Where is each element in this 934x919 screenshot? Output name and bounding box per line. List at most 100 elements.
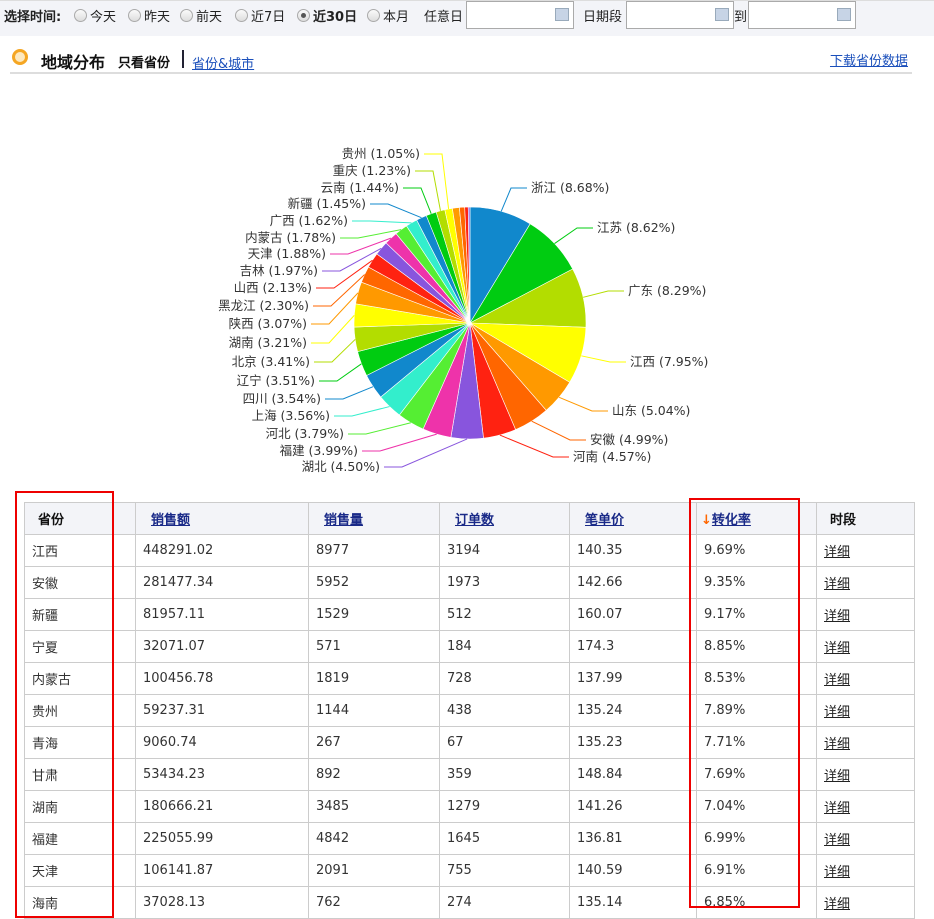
sort-link[interactable]: 销售额 [151, 513, 191, 528]
leader-line [314, 339, 356, 363]
detail-link[interactable]: 详细 [824, 865, 851, 880]
time-option-2[interactable]: 前天 [180, 6, 222, 25]
range-end-input[interactable] [748, 1, 856, 29]
detail-link[interactable]: 详细 [824, 545, 851, 560]
time-option-0[interactable]: 今天 [74, 6, 116, 25]
table-cell: 4842 [308, 822, 440, 855]
time-option-1[interactable]: 昨天 [128, 6, 170, 25]
slice-label: 内蒙古 (1.78%) [245, 230, 336, 245]
table-cell: 2091 [308, 854, 440, 887]
time-filter-label: 选择时间: [4, 10, 62, 25]
calendar-icon[interactable] [715, 8, 729, 21]
table-cell: 180666.21 [135, 790, 309, 823]
table-row: 新疆 81957.11 1529 512 160.07 9.17% 详细 [24, 598, 915, 631]
radio-button[interactable] [235, 9, 248, 22]
leader-line [311, 292, 359, 325]
column-header[interactable]: 订单数 [439, 502, 570, 535]
slice-label: 黑龙江 (2.30%) [218, 298, 309, 313]
slice-label: 江西 (7.95%) [630, 354, 708, 369]
table-cell: 9.69% [696, 534, 817, 567]
table-cell: 详细 [816, 630, 915, 663]
table-cell: 8.85% [696, 630, 817, 663]
table-row: 宁夏 32071.07 571 184 174.3 8.85% 详细 [24, 630, 915, 663]
detail-link[interactable]: 详细 [824, 705, 851, 720]
detail-link[interactable]: 详细 [824, 897, 851, 912]
detail-link[interactable]: 详细 [824, 641, 851, 656]
circle-bullet-icon [12, 49, 28, 65]
divider [182, 50, 184, 68]
leader-line [403, 187, 432, 214]
slice-label: 上海 (3.56%) [252, 408, 330, 423]
leader-line [499, 434, 569, 458]
table-cell: 9.35% [696, 566, 817, 599]
download-province-data-link[interactable]: 下载省份数据 [829, 54, 908, 69]
sort-link[interactable]: 笔单价 [585, 513, 625, 528]
time-option-5[interactable]: 本月 [367, 6, 409, 25]
province-city-link[interactable]: 省份&城市 [192, 57, 255, 72]
column-header[interactable]: 笔单价 [569, 502, 697, 535]
slice-label: 河北 (3.79%) [266, 426, 344, 441]
leader-line [531, 420, 586, 441]
table-cell: 详细 [816, 790, 915, 823]
radio-button[interactable] [367, 9, 380, 22]
column-header[interactable]: ↓转化率 [696, 502, 817, 535]
column-header[interactable]: 销售量 [308, 502, 440, 535]
pie-slice[interactable] [467, 206, 471, 324]
table-row: 安徽 281477.34 5952 1973 142.66 9.35% 详细 [24, 566, 915, 599]
radio-button[interactable] [74, 9, 87, 22]
time-option-4[interactable]: 近30日 [297, 6, 357, 25]
time-option-3[interactable]: 近7日 [235, 6, 285, 25]
range-start-input[interactable] [626, 1, 734, 29]
table-cell: 天津 [24, 854, 136, 887]
table-cell: 1819 [308, 662, 440, 695]
sort-link[interactable]: 订单数 [455, 513, 495, 528]
table-cell: 892 [308, 758, 440, 791]
calendar-icon[interactable] [837, 8, 851, 21]
leader-line [424, 153, 450, 210]
calendar-icon[interactable] [555, 8, 569, 21]
table-cell: 贵州 [24, 694, 136, 727]
sort-link[interactable]: 转化率 [711, 513, 751, 528]
table-cell: 7.71% [696, 726, 817, 759]
detail-link[interactable]: 详细 [824, 801, 851, 816]
leader-line [558, 396, 608, 412]
detail-link[interactable]: 详细 [824, 769, 851, 784]
table-cell: 512 [439, 598, 570, 631]
detail-link[interactable]: 详细 [824, 577, 851, 592]
only-province-label[interactable]: 只看省份 [118, 56, 171, 71]
table-row: 内蒙古 100456.78 1819 728 137.99 8.53% 详细 [24, 662, 915, 695]
table-cell: 67 [439, 726, 570, 759]
slice-label: 辽宁 (3.51%) [237, 373, 315, 388]
detail-link[interactable]: 详细 [824, 609, 851, 624]
detail-link[interactable]: 详细 [824, 737, 851, 752]
slice-label: 北京 (3.41%) [232, 354, 310, 369]
detail-link[interactable]: 详细 [824, 833, 851, 848]
table-row: 福建 225055.99 4842 1645 136.81 6.99% 详细 [24, 822, 915, 855]
leader-line [319, 363, 362, 382]
leader-line [334, 406, 390, 417]
radio-button[interactable] [297, 9, 310, 22]
header-label: 时段 [830, 513, 857, 528]
leader-line [362, 433, 437, 452]
table-cell: 详细 [816, 758, 915, 791]
table-cell: 9060.74 [135, 726, 309, 759]
column-header[interactable]: 销售额 [135, 502, 309, 535]
sort-link[interactable]: 销售量 [324, 513, 364, 528]
slice-label: 湖北 (4.50%) [302, 459, 380, 474]
table-cell: 137.99 [569, 662, 697, 695]
radio-button[interactable] [180, 9, 193, 22]
leader-line [500, 187, 527, 212]
table-cell: 6.91% [696, 854, 817, 887]
detail-link[interactable]: 详细 [824, 673, 851, 688]
leader-line [325, 386, 374, 400]
table-cell: 详细 [816, 726, 915, 759]
slice-label: 四川 (3.54%) [243, 391, 321, 406]
sort-desc-arrow-icon[interactable]: ↓ [701, 513, 712, 528]
radio-button[interactable] [128, 9, 141, 22]
table-cell: 详细 [816, 886, 915, 919]
slice-label: 广西 (1.62%) [270, 213, 348, 228]
table-cell: 140.59 [569, 854, 697, 887]
column-header: 省份 [24, 502, 136, 535]
table-cell: 281477.34 [135, 566, 309, 599]
any-day-input[interactable] [466, 1, 574, 29]
